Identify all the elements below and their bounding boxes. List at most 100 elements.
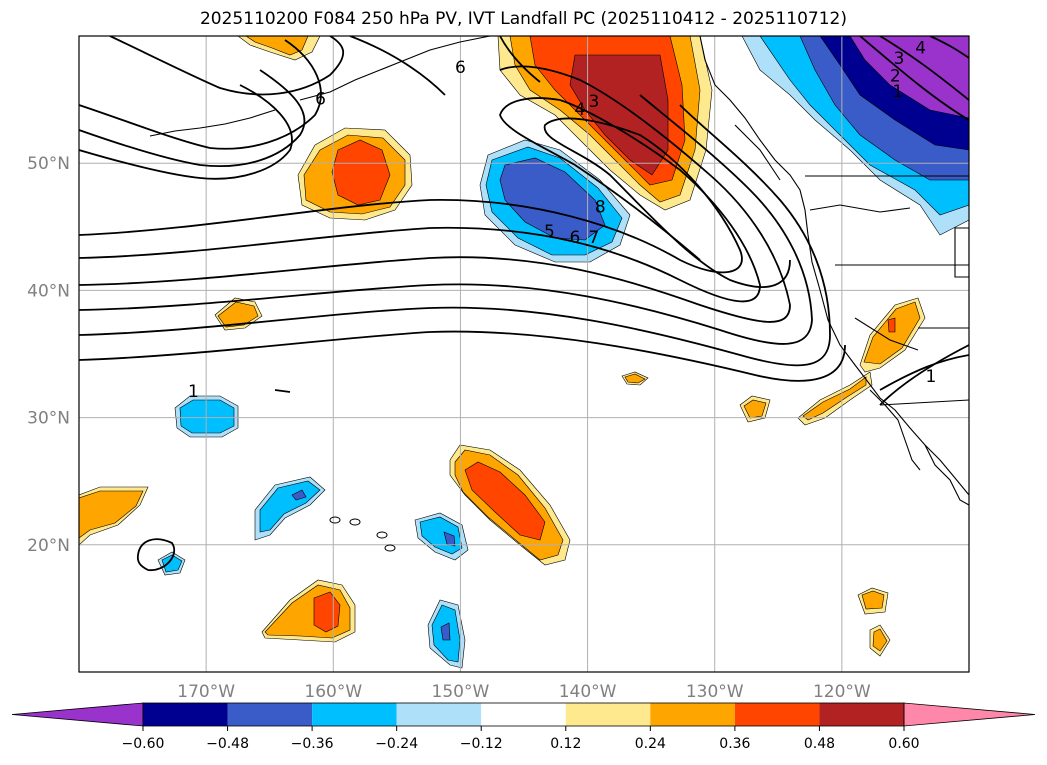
ivt-fill-hawaii <box>464 461 546 541</box>
coastline <box>924 444 969 506</box>
pv-contour-line <box>136 538 175 571</box>
colorbar-tick-label: 0.12 <box>550 736 581 752</box>
ivt-fill-neg <box>440 622 451 641</box>
pv-contour-line <box>929 36 969 59</box>
ivt-fill <box>217 301 259 328</box>
lat-tick-label: 40°N <box>27 281 70 301</box>
colorbar-segment <box>396 703 482 726</box>
pv-contour-line <box>79 39 322 150</box>
axis-tick-labels: 170°W 160°W 150°W 140°W 130°W 120°W 20°N 30°N 40… <box>27 154 871 702</box>
colorbar-tick-label: −0.60 <box>122 736 165 752</box>
colorbar-segment <box>312 703 397 726</box>
ivt-fill-ca <box>887 317 896 333</box>
coastline <box>854 317 919 351</box>
pv-contour-line <box>349 36 446 96</box>
ivt-fill <box>624 373 646 384</box>
colorbar-extend-max <box>903 702 1036 727</box>
ivt-fill-neg <box>179 399 235 434</box>
contour-label: 6 <box>569 228 580 248</box>
pv-contour-line <box>879 354 969 391</box>
pv-contour-line <box>79 97 761 303</box>
contour-label: 7 <box>589 228 600 248</box>
colorbar-tick-label: 0.36 <box>719 736 750 752</box>
coastline <box>879 399 969 406</box>
colorbar: −0.60 −0.48 −0.36 −0.24 −0.12 0.12 0.24 0.36 0.4… <box>11 702 1036 752</box>
ivt-fill <box>245 36 309 56</box>
ivt-fill-neg <box>443 531 456 547</box>
colorbar-tick-label: 0.60 <box>888 736 919 752</box>
pv-contour-line <box>79 330 846 382</box>
contour-label: 2 <box>890 67 901 87</box>
pv-contour-line <box>274 389 291 393</box>
colorbar-tick-label: −0.24 <box>375 736 418 752</box>
lat-tick-label: 30°N <box>27 409 70 429</box>
pv-contour-line <box>879 344 969 406</box>
island <box>329 516 341 524</box>
colorbar-tick-label: −0.36 <box>291 736 334 752</box>
pv-contour-line <box>79 69 306 167</box>
colorbar-segment <box>227 703 313 726</box>
coastline <box>149 109 276 137</box>
ivt-fill <box>872 628 888 652</box>
coastlines <box>149 36 969 552</box>
ivt-fill-neg <box>161 554 183 573</box>
contour-label: 3 <box>589 92 600 112</box>
graticule <box>79 36 969 672</box>
ivt-fill-w50 <box>331 139 391 206</box>
lon-tick-label: 140°W <box>559 682 617 702</box>
lon-tick-label: 150°W <box>432 682 490 702</box>
island <box>384 544 396 552</box>
colorbar-tick-label: 0.48 <box>804 736 835 752</box>
lat-tick-label: 20°N <box>27 536 70 556</box>
colorbar-extend-min <box>11 702 144 727</box>
island <box>349 518 361 526</box>
lon-tick-label: 130°W <box>686 682 744 702</box>
contour-label: 2 <box>35 238 46 258</box>
ivt-fill <box>743 399 767 419</box>
pv-contour-line <box>499 36 541 83</box>
coastline <box>869 389 921 471</box>
pv-contour-line <box>109 36 345 96</box>
contour-label: 4 <box>575 100 586 120</box>
pv-contour-line <box>79 84 293 180</box>
contour-label: 3 <box>894 49 905 69</box>
ivt-fill-neg <box>499 157 606 241</box>
colorbar-segment <box>481 703 566 726</box>
contour-label: 6 <box>455 58 466 78</box>
pv-contour-line <box>79 104 831 367</box>
contour-label: 8 <box>595 198 606 218</box>
contour-label: 1 <box>892 82 903 102</box>
ivt-fill <box>861 590 885 610</box>
contour-label: 4 <box>915 39 926 59</box>
colorbar-segment <box>734 703 820 726</box>
ivt-fill-neg <box>291 489 307 501</box>
colorbar-segment <box>819 703 904 726</box>
lat-tick-label: 50°N <box>27 154 70 174</box>
pv-contour-line <box>879 36 969 101</box>
pv-contours <box>79 36 969 571</box>
colorbar-frame <box>142 702 905 727</box>
pv-contour-line <box>79 65 791 323</box>
lon-tick-label: 120°W <box>813 682 871 702</box>
colorbar-segment <box>650 703 735 726</box>
colorbar-tick-label: −0.12 <box>460 736 503 752</box>
colorbar-tick-label: 0.24 <box>635 736 666 752</box>
colorbar-segment <box>143 703 228 726</box>
chart-title: 2025110200 F084 250 hPa PV, IVT Landfall… <box>199 9 847 29</box>
lon-tick-label: 170°W <box>177 682 235 702</box>
coastline <box>299 36 491 101</box>
pv-contour-line <box>859 36 969 121</box>
contour-label: 1 <box>925 367 936 387</box>
colorbar-segment <box>565 703 651 726</box>
contour-label: 5 <box>544 222 555 242</box>
contour-label: 6 <box>315 90 326 110</box>
lon-tick-label: 160°W <box>304 682 362 702</box>
pv-contour-line <box>79 94 813 345</box>
coastline <box>699 36 969 496</box>
colorbar-tick-label: −0.48 <box>206 736 249 752</box>
coastline <box>809 204 911 213</box>
island <box>376 531 388 539</box>
